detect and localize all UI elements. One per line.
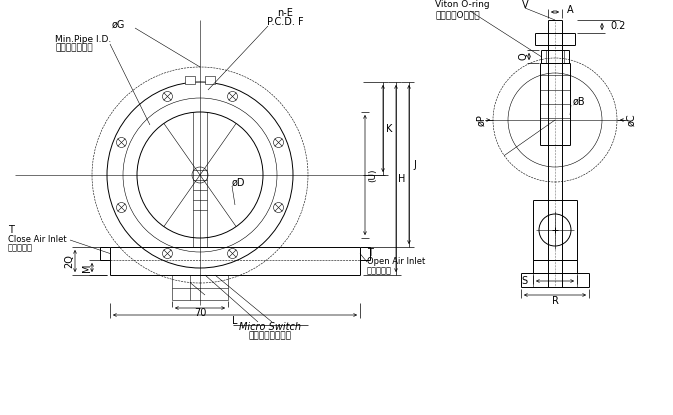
Text: K: K (386, 124, 392, 134)
Text: H: H (398, 173, 406, 183)
Text: 70: 70 (194, 308, 206, 318)
Text: マイクロスイッチ: マイクロスイッチ (248, 332, 291, 340)
Text: n-E: n-E (277, 8, 293, 18)
Text: 空気供給口: 空気供給口 (8, 244, 33, 252)
Text: Close Air Inlet: Close Air Inlet (8, 234, 67, 244)
Text: Viton O-ring: Viton O-ring (435, 0, 490, 10)
Text: M: M (82, 263, 92, 272)
Text: P.C.D. F: P.C.D. F (267, 17, 304, 27)
Text: バイトンOリング: バイトンOリング (435, 10, 480, 20)
Text: V: V (522, 0, 528, 10)
Text: L: L (232, 316, 238, 326)
Text: øB: øB (573, 97, 586, 107)
Text: øD: øD (232, 178, 246, 188)
Text: Q: Q (518, 53, 528, 60)
Text: T: T (8, 225, 14, 235)
Text: S: S (521, 276, 527, 286)
Text: J: J (414, 159, 417, 169)
Text: Open Air Inlet: Open Air Inlet (367, 257, 425, 266)
Bar (185, 76, 195, 84)
Text: 空気供給口: 空気供給口 (367, 266, 392, 276)
Text: R: R (552, 296, 559, 306)
Text: 接続管最小内径: 接続管最小内径 (55, 44, 93, 53)
Text: Micro Switch: Micro Switch (239, 322, 301, 332)
Text: Min.Pipe I.D.: Min.Pipe I.D. (55, 34, 111, 44)
Text: 2Q: 2Q (64, 254, 74, 268)
Text: øP: øP (476, 114, 486, 126)
Text: øC: øC (626, 114, 636, 126)
Text: 0.2: 0.2 (610, 22, 625, 32)
Text: T: T (367, 248, 373, 258)
Text: (U): (U) (369, 168, 378, 182)
Text: øG: øG (111, 20, 125, 30)
Text: A: A (567, 5, 573, 15)
Bar (205, 76, 215, 84)
